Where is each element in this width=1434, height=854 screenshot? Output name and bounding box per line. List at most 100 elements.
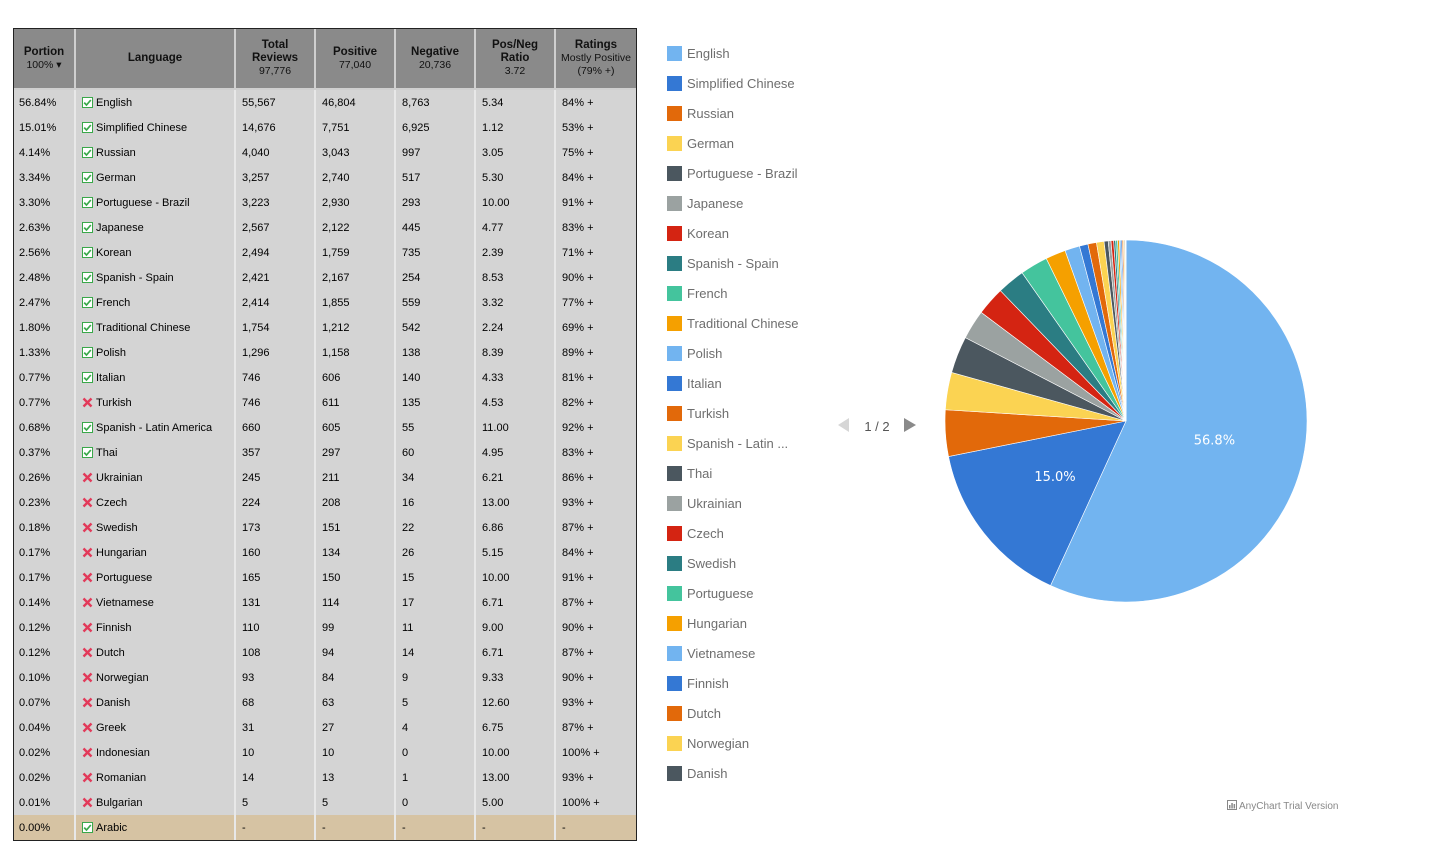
legend-item[interactable]: Turkish [667,403,729,423]
check-icon [82,821,93,833]
table-cell-positive: 1,212 [314,315,395,340]
table-cell-negative: 5 [394,690,475,715]
pie-slice[interactable] [948,420,1127,586]
language-name: English [96,96,133,109]
legend-item[interactable]: Swedish [667,553,736,573]
table-row: 0.10% Norwegian 93 84 9 9.33 90% + [14,665,636,690]
table-row: 56.84% English 55,567 46,804 8,763 5.34 84% + [14,89,636,115]
legend-label: Simplified Chinese [687,75,795,91]
table-cell-language: Ukrainian [74,465,235,490]
legend-item[interactable]: Norwegian [667,733,749,753]
table-cell-rating: 87% + [554,715,636,740]
table-cell-negative: 1 [394,765,475,790]
table-cell-total: 31 [234,715,315,740]
language-name: Greek [96,721,126,734]
legend-label: Norwegian [687,735,750,751]
legend-label: Traditional Chinese [687,315,799,331]
table-row: 0.14% Vietnamese 131 114 17 6.71 87% + [14,590,636,615]
chart-credit[interactable]: AnyChart Trial Version [1227,800,1339,813]
legend-label: Portuguese - Brazil [687,165,798,181]
table-cell-portion: 0.12% [19,646,51,659]
legend-label: Turkish [687,405,730,421]
cross-icon [82,497,93,508]
table-cell-rating: 84% + [554,540,636,565]
legend-swatch [667,645,682,661]
table-row: 0.04% Greek 31 27 4 6.75 87% + [14,715,636,740]
arrow-right-icon[interactable] [902,417,918,436]
legend-item[interactable]: Ukrainian [667,493,742,513]
column-header: Ratings Mostly Positive (79% +) [554,29,636,90]
table-cell-language: Finnish [74,615,235,640]
legend-item[interactable]: Hungarian [667,613,747,633]
column-header-label: Portion [23,45,65,58]
table-cell-rating: 84% + [554,89,636,115]
legend-item[interactable]: Danish [667,763,727,783]
table-row: 0.17% Hungarian 160 134 26 5.15 84% + [14,540,636,565]
legend-label: German [687,135,734,151]
table-cell-portion: 1.80% [19,321,51,334]
table-cell-positive: 1,759 [314,240,395,265]
column-header-summary: 3.72 [504,65,526,77]
legend-item[interactable]: Russian [667,103,734,123]
legend-item[interactable]: Vietnamese [667,643,755,663]
legend-item[interactable]: German [667,133,734,153]
table-cell-positive: 7,751 [314,115,395,140]
check-icon [82,246,93,258]
legend-item[interactable]: Portuguese [667,583,754,603]
legend-item[interactable]: Polish [667,343,722,363]
legend-item[interactable]: Simplified Chinese [667,73,795,93]
language-name: Korean [96,246,132,259]
pie-slice-label: 56.8% [1194,433,1235,448]
reviews-table-container: Portion 100% ▾ Language Total Reviews 97,776… [13,28,637,841]
table-cell-rating: 92% + [554,415,636,440]
table-cell-rating: - [554,815,636,840]
pie-slice[interactable] [1050,239,1308,603]
table-cell-ratio: 4.33 [474,365,555,390]
table-cell-total: 4,040 [234,140,315,165]
legend-item[interactable]: Italian [667,373,722,393]
legend-label: French [687,285,728,301]
arrow-left-icon[interactable] [836,417,852,436]
table-cell-positive: 606 [314,365,395,390]
table-cell-ratio: 6.71 [474,640,555,665]
legend-item[interactable]: Spanish - Spain [667,253,779,273]
table-cell-portion: 15.01% [19,121,57,134]
legend-swatch [667,435,682,451]
legend-item[interactable]: Japanese [667,193,743,213]
table-cell-negative: 517 [394,165,475,190]
column-header[interactable]: Portion 100% ▾ [14,29,75,90]
cross-icon [82,772,93,783]
table-cell-language: Hungarian [74,540,235,565]
table-cell-positive: 99 [314,615,395,640]
table-cell-total: 160 [234,540,315,565]
legend-label: Czech [687,525,724,541]
legend-swatch [667,255,682,271]
legend-swatch [667,615,682,631]
table-cell-negative: 14 [394,640,475,665]
table-row: 2.63% Japanese 2,567 2,122 445 4.77 83% + [14,215,636,240]
column-header: Language [74,29,235,90]
table-cell-language: Czech [74,490,235,515]
legend-item[interactable]: English [667,43,730,63]
table-cell-ratio: 5.15 [474,540,555,565]
legend-item[interactable]: Korean [667,223,729,243]
language-name: Polish [96,346,126,359]
legend-item[interactable]: Czech [667,523,724,543]
legend-swatch [667,405,682,421]
legend-item[interactable]: Spanish - Latin ... [667,433,788,453]
language-name: Traditional Chinese [96,321,191,334]
table-cell-ratio: 9.00 [474,615,555,640]
legend-item[interactable]: Portuguese - Brazil [667,163,798,183]
legend-item[interactable]: Traditional Chinese [667,313,799,333]
table-cell-negative: 138 [394,340,475,365]
legend-item[interactable]: French [667,283,727,303]
column-header: Positive 77,040 [314,29,395,90]
legend-label: Ukrainian [687,495,742,511]
table-cell-rating: 53% + [554,115,636,140]
language-name: Indonesian [96,746,150,759]
legend-label: English [687,45,730,61]
legend-item[interactable]: Thai [667,463,712,483]
legend-item[interactable]: Finnish [667,673,729,693]
check-icon [82,346,93,358]
legend-item[interactable]: Dutch [667,703,721,723]
